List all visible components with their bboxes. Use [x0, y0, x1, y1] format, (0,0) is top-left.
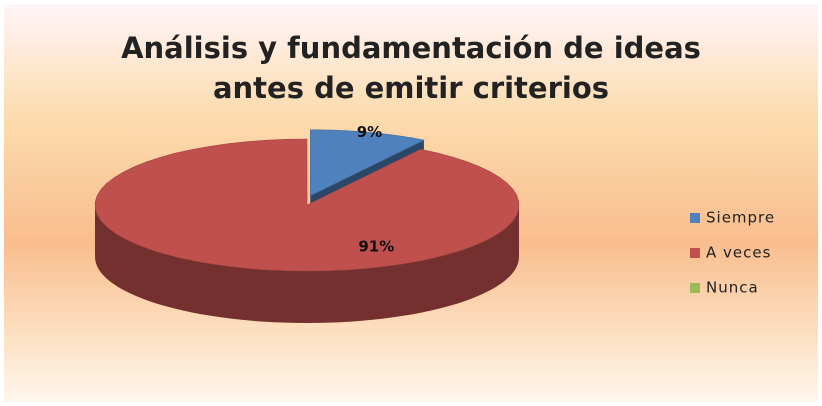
- slice: [310, 129, 425, 197]
- slice-side: [95, 205, 519, 323]
- legend-swatch: [690, 248, 700, 258]
- legend-label: A veces: [706, 244, 771, 262]
- legend-swatch: [690, 283, 700, 293]
- legend-label: Nunca: [706, 279, 759, 297]
- data-label: 9%: [357, 123, 382, 141]
- legend-label: Siempre: [706, 209, 775, 227]
- data-label: 91%: [358, 238, 394, 256]
- chart-subtitle: antes de emitir criterios: [213, 71, 609, 105]
- slice: [94, 138, 520, 272]
- chart-title: Análisis y fundamentación de ideas: [121, 31, 701, 65]
- legend-swatch: [690, 213, 700, 223]
